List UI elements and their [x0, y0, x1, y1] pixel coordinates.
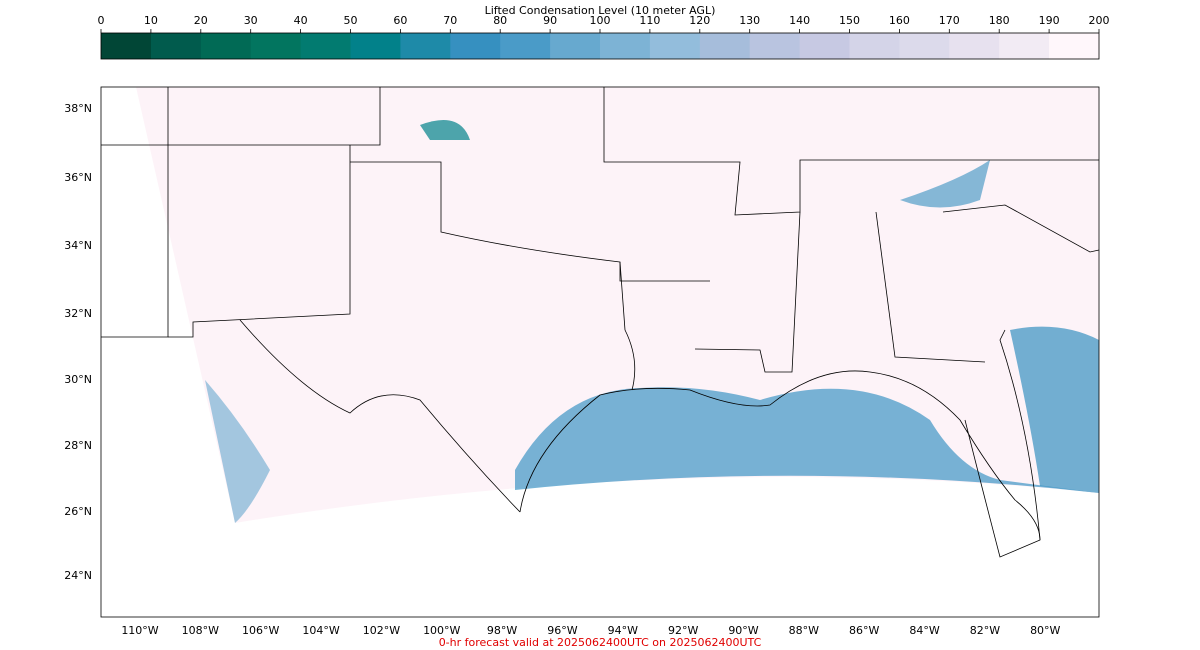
longitude-label: 84°W: [909, 624, 939, 637]
colorbar-segment: [400, 33, 451, 59]
colorbar-segment: [799, 33, 850, 59]
longitude-label: 106°W: [242, 624, 279, 637]
colorbar-tick-label: 190: [1039, 14, 1060, 27]
colorbar-segment: [150, 33, 202, 59]
colorbar-tick-label: 10: [144, 14, 158, 27]
latitude-label: 32°N: [64, 307, 92, 320]
longitude-label: 108°W: [182, 624, 219, 637]
colorbar-segment: [300, 33, 351, 59]
colorbar-tick-label: 80: [493, 14, 507, 27]
colorbar-segment: [699, 33, 751, 59]
longitude-label: 86°W: [849, 624, 879, 637]
colorbar-tick-label: 0: [98, 14, 105, 27]
colorbar-tick-label: 180: [989, 14, 1010, 27]
colorbar-segment: [101, 33, 152, 59]
longitude-label: 96°W: [547, 624, 577, 637]
colorbar-tick-label: 170: [939, 14, 960, 27]
colorbar-segment: [550, 33, 601, 59]
colorbar-tick-label: 200: [1089, 14, 1110, 27]
map-frame: [100, 86, 1100, 618]
latitude-label: 30°N: [64, 373, 92, 386]
tennessee-moisture: [900, 160, 990, 208]
colorbar-segment: [849, 33, 900, 59]
colorbar-segment: [350, 33, 401, 59]
colorbar-tick-label: 70: [443, 14, 457, 27]
mexico-moisture: [205, 380, 270, 523]
longitude-label: 92°W: [668, 624, 698, 637]
colorbar-tick-label: 90: [543, 14, 557, 27]
colorbar-tick-label: 60: [393, 14, 407, 27]
colorbar-frame: [100, 32, 1100, 60]
colorbar-segment: [649, 33, 701, 59]
colorbar-segment: [450, 33, 501, 59]
colorbar-segment: [200, 33, 252, 59]
colorbar-tick-label: 30: [244, 14, 258, 27]
axis-labels: 38°N 36°N 34°N 32°N 30°N 28°N 26°N 24°N 110°W 108…: [64, 102, 1060, 637]
longitude-label: 100°W: [423, 624, 460, 637]
colorbar-segment: [949, 33, 1000, 59]
latitude-label: 36°N: [64, 171, 92, 184]
colorbar-tick-label: 120: [689, 14, 710, 27]
latitude-label: 38°N: [64, 102, 92, 115]
colorbar-tick-label: 130: [739, 14, 760, 27]
colorbar: 0 10 20 30 40 50 60 70 80 90 100 110 120 130 140 150 160…: [98, 14, 1110, 59]
longitude-label: 98°W: [487, 624, 517, 637]
longitude-label: 110°W: [121, 624, 158, 637]
longitude-label: 82°W: [970, 624, 1000, 637]
atlantic-moisture: [1010, 326, 1099, 493]
latitude-label: 24°N: [64, 569, 92, 582]
longitude-label: 104°W: [302, 624, 339, 637]
colorbar-segment: [999, 33, 1050, 59]
colorbar-segment: [250, 33, 302, 59]
colorbar-segment: [899, 33, 950, 59]
kansas-moisture: [420, 120, 470, 140]
latitude-label: 34°N: [64, 239, 92, 252]
colorbar-tick-label: 50: [344, 14, 358, 27]
colorbar-segment: [749, 33, 801, 59]
colorbar-tick-label: 150: [839, 14, 860, 27]
forecast-caption: 0-hr forecast valid at 2025062400UTC on …: [439, 636, 762, 649]
state-borders: [101, 87, 1100, 558]
latitude-label: 26°N: [64, 505, 92, 518]
longitude-label: 102°W: [363, 624, 400, 637]
longitude-label: 94°W: [608, 624, 638, 637]
longitude-label: 80°W: [1030, 624, 1060, 637]
colorbar-tick-label: 40: [294, 14, 308, 27]
colorbar-tick-label: 160: [889, 14, 910, 27]
colorbar-tick-label: 140: [789, 14, 810, 27]
colorbar-tick-label: 110: [639, 14, 660, 27]
latitude-label: 28°N: [64, 439, 92, 452]
colorbar-segment: [500, 33, 551, 59]
colorbar-tick-label: 20: [194, 14, 208, 27]
colorbar-segment: [600, 33, 651, 59]
longitude-label: 90°W: [728, 624, 758, 637]
gulf-moisture: [515, 387, 1099, 493]
map: [100, 86, 1100, 618]
colorbar-title: Lifted Condensation Level (10 meter AGL): [485, 4, 716, 17]
colorbar-tick-label: 100: [590, 14, 611, 27]
colorbar-segment: [1049, 33, 1100, 59]
longitude-label: 88°W: [789, 624, 819, 637]
